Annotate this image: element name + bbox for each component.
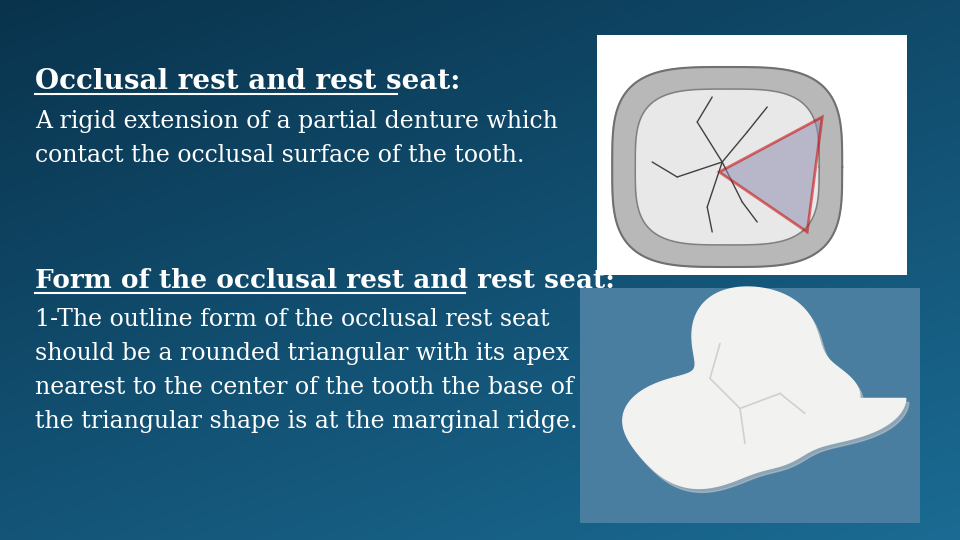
Text: Form of the occlusal rest and rest seat:: Form of the occlusal rest and rest seat:	[35, 268, 614, 293]
Text: contact the occlusal surface of the tooth.: contact the occlusal surface of the toot…	[35, 144, 524, 167]
Text: nearest to the center of the tooth the base of: nearest to the center of the tooth the b…	[35, 376, 574, 399]
Polygon shape	[626, 291, 909, 492]
Polygon shape	[636, 89, 819, 245]
Bar	[580, 288, 920, 523]
Text: 1-The outline form of the occlusal rest seat: 1-The outline form of the occlusal rest …	[35, 308, 550, 331]
Text: should be a rounded triangular with its apex: should be a rounded triangular with its …	[35, 342, 569, 365]
Text: the triangular shape is at the marginal ridge.: the triangular shape is at the marginal …	[35, 410, 578, 433]
Polygon shape	[719, 117, 822, 232]
Text: Occlusal rest and rest seat:: Occlusal rest and rest seat:	[35, 68, 461, 95]
Polygon shape	[623, 287, 906, 488]
Text: A rigid extension of a partial denture which: A rigid extension of a partial denture w…	[35, 110, 558, 133]
Bar	[597, 35, 907, 275]
Polygon shape	[612, 67, 842, 267]
